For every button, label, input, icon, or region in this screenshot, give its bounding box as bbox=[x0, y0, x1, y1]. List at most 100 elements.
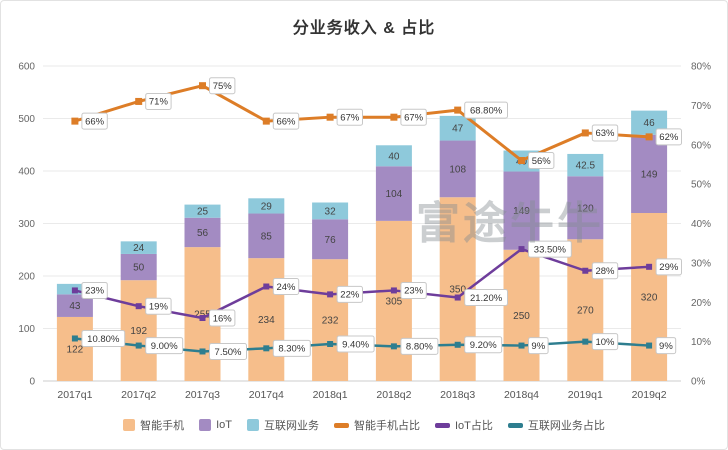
line-value-label-box bbox=[209, 77, 236, 95]
line-marker[interactable] bbox=[135, 303, 142, 310]
legend-swatch-internet-pct bbox=[507, 422, 523, 428]
bar-segment[interactable] bbox=[631, 134, 668, 213]
line-marker[interactable] bbox=[71, 287, 78, 294]
line-marker[interactable] bbox=[199, 82, 206, 90]
line-marker[interactable] bbox=[71, 335, 78, 342]
bars: 1224319250242555625234852923276323051044… bbox=[56, 110, 668, 381]
bar-segment[interactable] bbox=[184, 217, 221, 248]
line-value-label-box bbox=[464, 336, 503, 354]
line-value-label: 22% bbox=[340, 290, 360, 301]
bar-value-label: 320 bbox=[641, 293, 658, 304]
right-axis-tick: 10% bbox=[691, 337, 711, 348]
bar-segment[interactable] bbox=[120, 253, 157, 281]
x-axis-label: 2017q4 bbox=[249, 389, 284, 401]
bar-value-label: 149 bbox=[513, 206, 530, 217]
line-marker[interactable] bbox=[646, 263, 653, 270]
line-value-label-box bbox=[655, 337, 677, 355]
line-marker[interactable] bbox=[518, 342, 525, 349]
bar-segment[interactable] bbox=[312, 202, 349, 220]
line-marker[interactable] bbox=[454, 106, 462, 114]
left-axis-tick: 300 bbox=[18, 219, 35, 230]
left-axis-tick: 100 bbox=[18, 324, 35, 335]
line-marker[interactable] bbox=[390, 113, 398, 121]
line-value-label: 63% bbox=[595, 128, 615, 139]
line-value-label-box bbox=[528, 240, 572, 258]
bar-segment[interactable] bbox=[439, 140, 476, 198]
legend-swatch-internet bbox=[247, 419, 259, 431]
bar-segment[interactable] bbox=[503, 171, 540, 250]
left-axis-tick: 400 bbox=[18, 167, 35, 178]
line-marker[interactable] bbox=[199, 348, 206, 355]
line-marker[interactable] bbox=[582, 267, 589, 274]
legend-item-internet[interactable]: 互联网业务 bbox=[247, 417, 319, 433]
line-marker[interactable] bbox=[327, 340, 334, 347]
right-axis-tick: 40% bbox=[691, 219, 711, 230]
line-marker[interactable] bbox=[135, 97, 143, 105]
line-marker[interactable] bbox=[263, 283, 270, 290]
line-marker[interactable] bbox=[518, 157, 525, 164]
bar-value-label: 122 bbox=[67, 344, 84, 355]
bar-value-label: 232 bbox=[322, 316, 339, 327]
bar-segment[interactable] bbox=[375, 166, 412, 221]
bar-segment[interactable] bbox=[503, 249, 540, 381]
bar-value-label: 120 bbox=[577, 203, 594, 214]
line-marker[interactable] bbox=[327, 291, 334, 298]
bar-segment[interactable] bbox=[120, 241, 157, 254]
line-marker[interactable] bbox=[135, 342, 142, 349]
line-value-label: 7.50% bbox=[215, 347, 242, 358]
legend-item-smartphone[interactable]: 智能手机 bbox=[123, 417, 184, 433]
line-marker[interactable] bbox=[262, 117, 270, 125]
line-marker[interactable] bbox=[454, 294, 461, 301]
bar-segment[interactable] bbox=[184, 204, 221, 218]
bar-value-label: 250 bbox=[513, 311, 530, 322]
line-marker[interactable] bbox=[199, 315, 206, 321]
line-marker[interactable] bbox=[71, 117, 79, 125]
bar-segment[interactable] bbox=[248, 213, 285, 259]
line-marker[interactable] bbox=[582, 338, 589, 345]
bar-segment[interactable] bbox=[312, 259, 349, 381]
right-axis-tick: 50% bbox=[691, 180, 711, 191]
bar-segment[interactable] bbox=[567, 153, 604, 177]
line-value-label-box bbox=[528, 337, 549, 355]
line-marker[interactable] bbox=[326, 113, 334, 121]
line-marker[interactable] bbox=[454, 341, 461, 348]
line-marker[interactable] bbox=[518, 246, 525, 253]
line-value-label-box bbox=[81, 281, 108, 299]
line-labels: 66% 71% 75% 66% 67% 67% 68.80% 56% 63% 62% 23% 19% 1… bbox=[81, 77, 682, 360]
line-value-label-box bbox=[400, 108, 427, 126]
bar-value-label: 43 bbox=[69, 301, 81, 312]
bar-value-label: 25 bbox=[197, 207, 209, 218]
bar-segment[interactable] bbox=[56, 294, 93, 317]
bar-segment[interactable] bbox=[56, 316, 93, 381]
legend-item-iot-pct[interactable]: IoT占比 bbox=[435, 417, 493, 433]
line-value-label-box bbox=[336, 108, 364, 126]
bar-segment[interactable] bbox=[120, 280, 157, 381]
bar-value-label: 46 bbox=[644, 118, 656, 129]
left-axis-tick: 500 bbox=[18, 114, 35, 125]
line-value-label-box bbox=[272, 278, 300, 295]
legend-label-smartphone-pct: 智能手机占比 bbox=[354, 420, 420, 432]
line-value-label: 24% bbox=[276, 282, 296, 293]
bar-segment[interactable] bbox=[375, 145, 412, 167]
bar-value-label: 108 bbox=[449, 164, 466, 175]
line-marker[interactable] bbox=[263, 345, 270, 352]
bar-segment[interactable] bbox=[567, 176, 604, 240]
legend-item-iot[interactable]: IoT bbox=[199, 419, 232, 431]
bar-segment[interactable] bbox=[248, 198, 285, 214]
line-value-label: 66% bbox=[276, 116, 296, 127]
line-marker[interactable] bbox=[646, 342, 653, 349]
line-marker[interactable] bbox=[581, 129, 589, 137]
line-marker[interactable] bbox=[390, 287, 397, 294]
legend-swatch-iot-pct bbox=[435, 422, 450, 428]
legend-item-internet-pct[interactable]: 互联网业务占比 bbox=[507, 417, 605, 433]
legend-item-smartphone-pct[interactable]: 智能手机占比 bbox=[334, 417, 420, 433]
bar-value-label: 42.5 bbox=[576, 161, 596, 172]
bar-segment[interactable] bbox=[312, 219, 349, 260]
line-value-label: 56% bbox=[532, 156, 552, 167]
bar-value-label: 234 bbox=[258, 315, 275, 326]
line-value-label: 23% bbox=[404, 286, 424, 297]
line-marker[interactable] bbox=[390, 343, 397, 350]
bar-value-label: 76 bbox=[325, 235, 337, 246]
line-marker[interactable] bbox=[645, 133, 653, 141]
